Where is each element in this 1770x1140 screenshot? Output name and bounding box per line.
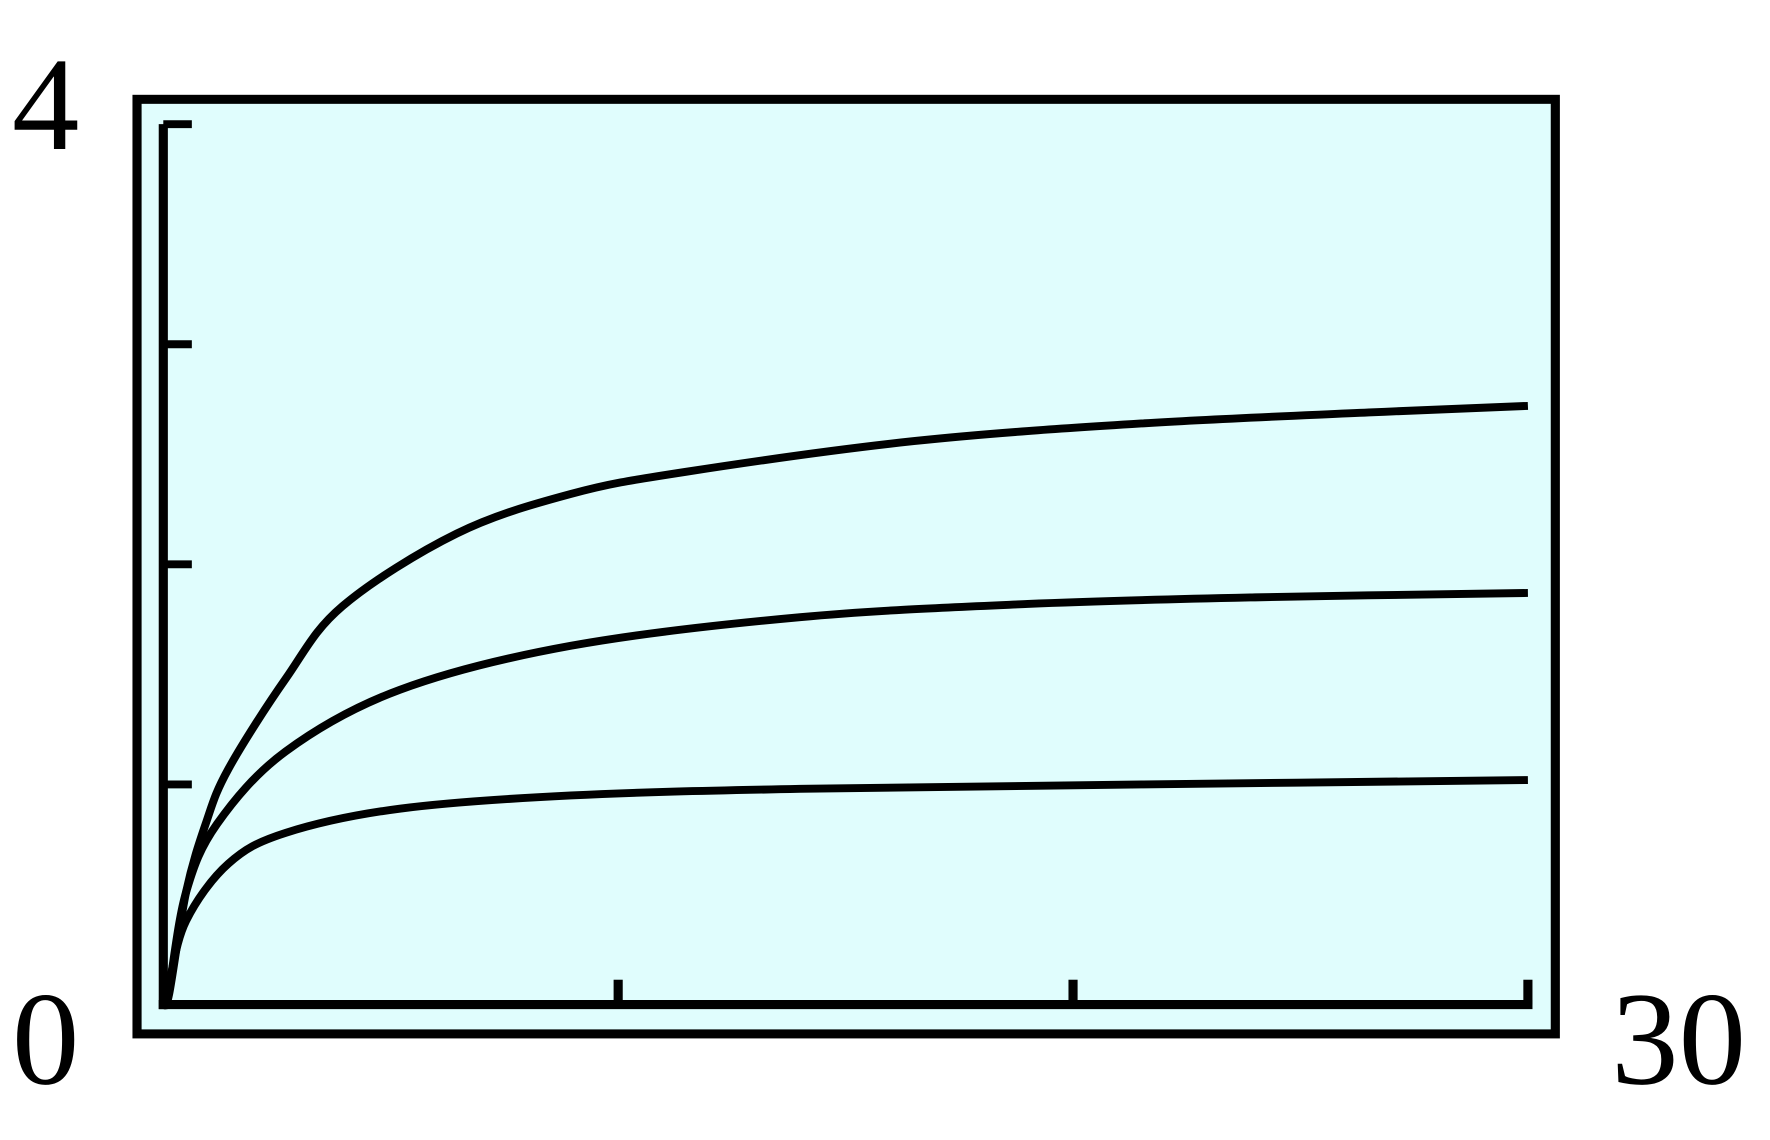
x-tick-label-max: 30 [1611,965,1746,1112]
axes [158,120,1533,1010]
plot-frame [132,94,1560,1039]
series-lines [159,401,1529,1010]
series-line-3 [159,776,1528,1006]
series-line-2 [159,589,1528,1007]
x-tick-label-min: 0 [12,965,79,1112]
y-tick-label-max: 4 [12,31,79,178]
series-line-1 [159,401,1529,1010]
